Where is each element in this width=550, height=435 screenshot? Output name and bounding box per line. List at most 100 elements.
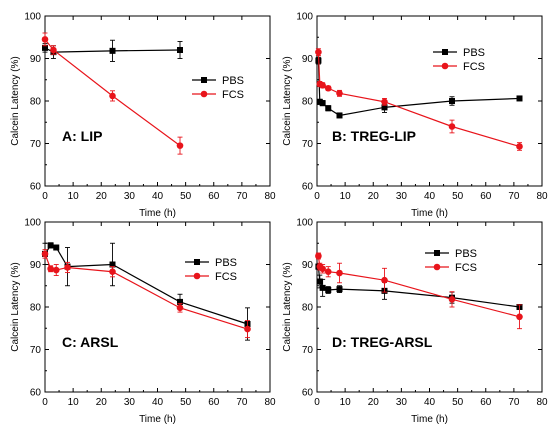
legend-marker xyxy=(433,263,441,271)
legend-marker xyxy=(434,250,440,256)
panel-label: B: TREG-LIP xyxy=(332,128,416,144)
data-point xyxy=(336,286,343,293)
x-tick-label: 80 xyxy=(536,397,548,408)
x-axis-label: Time (h) xyxy=(411,414,448,425)
y-tick-label: 80 xyxy=(302,303,314,314)
data-point xyxy=(324,268,332,276)
legend: PBS FCS xyxy=(192,75,244,101)
x-tick-label: 40 xyxy=(424,397,436,408)
data-point xyxy=(516,143,523,150)
y-tick-label: 100 xyxy=(296,12,313,23)
y-tick-label: 60 xyxy=(30,388,42,399)
series-fcs xyxy=(41,249,251,339)
y-axis-label: Calcein Latency (%) xyxy=(10,262,21,351)
x-tick-label: 0 xyxy=(42,397,48,408)
legend-label: PBS xyxy=(463,47,485,59)
legend: PBS FCS xyxy=(185,257,237,283)
x-tick-label: 0 xyxy=(314,397,320,408)
x-tick-label: 20 xyxy=(368,191,380,202)
data-point xyxy=(109,47,116,54)
data-point xyxy=(336,112,343,119)
x-tick-label: 50 xyxy=(452,191,464,202)
x-axis-label: Time (h) xyxy=(139,414,176,425)
x-tick-label: 0 xyxy=(314,191,320,202)
series-fcs xyxy=(41,32,184,155)
y-axis-label: Calcein Latency (%) xyxy=(282,56,293,145)
legend-label: FCS xyxy=(222,89,244,101)
x-tick-label: 60 xyxy=(208,191,220,202)
data-point xyxy=(109,261,116,268)
series-pbs xyxy=(315,263,523,310)
x-tick-label: 70 xyxy=(508,397,520,408)
data-point xyxy=(41,250,49,258)
legend: PBS FCS xyxy=(425,248,477,274)
legend-marker xyxy=(441,62,449,70)
data-point xyxy=(336,269,343,277)
x-axis-label: Time (h) xyxy=(411,208,448,219)
x-tick-label: 20 xyxy=(368,397,380,408)
x-tick-label: 70 xyxy=(236,191,248,202)
legend-label: PBS xyxy=(222,75,244,87)
data-point xyxy=(64,264,71,271)
series-line xyxy=(317,266,520,308)
x-tick-label: 10 xyxy=(340,397,352,408)
data-point xyxy=(516,313,523,321)
data-point xyxy=(47,242,54,249)
series-line xyxy=(317,255,520,318)
x-tick-label: 30 xyxy=(124,191,136,202)
panel-2: 0 10 20 30 40 50 60 70 80 60 70 80 90 100 Time (h) Calc… xyxy=(282,12,548,220)
legend-marker xyxy=(201,77,207,83)
panel-label: D: TREG-ARSL xyxy=(332,334,433,350)
data-point xyxy=(319,100,326,107)
y-tick-label: 90 xyxy=(30,54,42,65)
data-point xyxy=(516,95,523,102)
data-point xyxy=(109,92,116,100)
legend-label: FCS xyxy=(463,61,485,73)
x-tick-label: 50 xyxy=(180,191,192,202)
legend-marker xyxy=(194,259,200,265)
y-axis-label: Calcein Latency (%) xyxy=(282,262,293,351)
panel-label: A: LIP xyxy=(62,128,102,144)
y-tick-label: 60 xyxy=(302,182,314,193)
legend-marker xyxy=(193,272,201,280)
x-tick-label: 20 xyxy=(96,397,108,408)
data-point xyxy=(325,287,332,293)
y-tick-label: 80 xyxy=(30,303,42,314)
data-point xyxy=(381,98,388,106)
x-tick-label: 30 xyxy=(396,191,408,202)
x-tick-label: 10 xyxy=(68,191,80,202)
panel-1: 0 10 20 30 40 50 60 70 80 60 70 80 90 100 Time (h) Calc… xyxy=(10,12,276,220)
y-tick-label: 100 xyxy=(296,218,313,229)
x-tick-label: 30 xyxy=(396,397,408,408)
y-tick-label: 80 xyxy=(30,97,42,108)
x-tick-label: 30 xyxy=(124,397,136,408)
legend-label: PBS xyxy=(215,257,237,269)
y-tick-label: 60 xyxy=(30,182,42,193)
x-tick-label: 80 xyxy=(536,191,548,202)
y-tick-label: 70 xyxy=(302,345,314,356)
x-tick-label: 80 xyxy=(264,191,276,202)
y-tick-label: 70 xyxy=(302,139,314,150)
x-tick-label: 40 xyxy=(152,191,164,202)
series-line xyxy=(317,60,520,117)
data-point xyxy=(319,265,326,273)
y-tick-label: 90 xyxy=(302,54,314,65)
legend-marker xyxy=(442,49,448,55)
data-point xyxy=(41,36,49,43)
data-point xyxy=(50,46,57,54)
data-point xyxy=(448,296,456,303)
series-line xyxy=(44,47,181,53)
data-point xyxy=(449,98,455,104)
data-point xyxy=(324,84,332,92)
plot-frame xyxy=(44,221,271,393)
x-axis-label: Time (h) xyxy=(139,208,176,219)
data-point xyxy=(52,266,60,274)
data-point xyxy=(42,44,48,51)
legend: PBS FCS xyxy=(433,47,485,73)
series-pbs xyxy=(315,56,523,119)
data-point xyxy=(47,265,54,273)
y-axis-label: Calcein Latency (%) xyxy=(10,56,21,145)
x-tick-label: 70 xyxy=(236,397,248,408)
data-point xyxy=(319,284,326,291)
